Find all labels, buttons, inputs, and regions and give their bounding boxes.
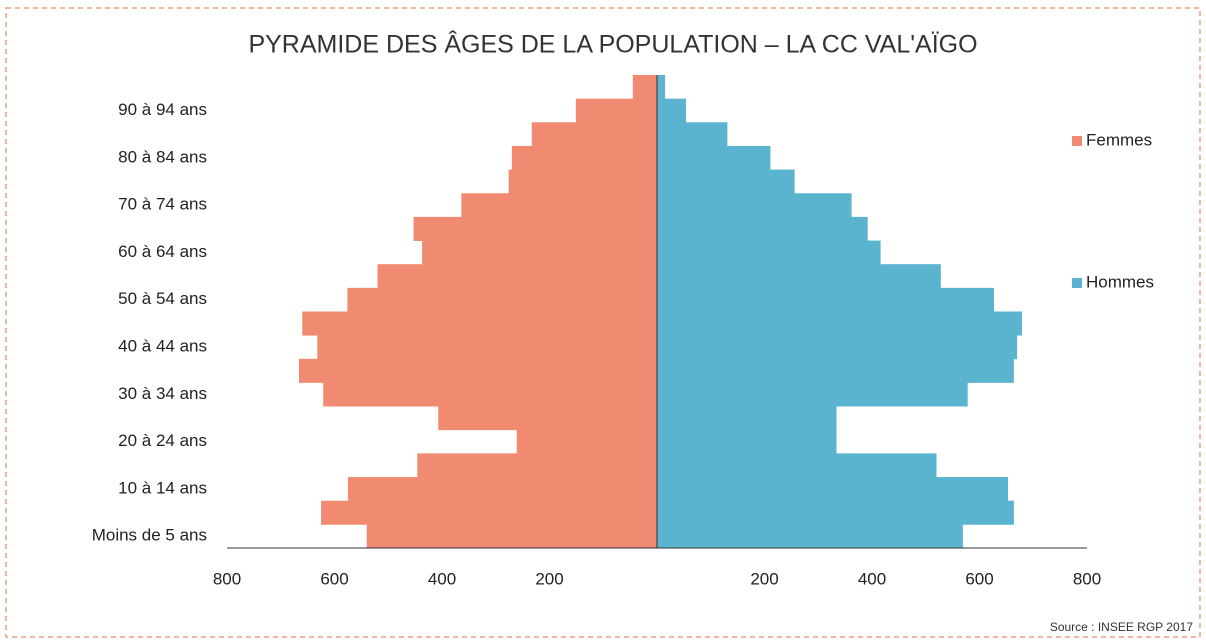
- bar: [632, 75, 657, 100]
- x-tick-label: 600: [320, 569, 348, 588]
- y-tick-label: 10 à 14 ans: [118, 478, 207, 497]
- bar: [657, 382, 968, 407]
- source: Source : INSEE RGP 2017: [1050, 620, 1194, 634]
- y-tick-label: 90 à 94 ans: [118, 100, 207, 119]
- y-tick-label: Moins de 5 ans: [92, 526, 207, 545]
- bar: [657, 169, 795, 194]
- bar: [347, 477, 657, 502]
- bar: [657, 216, 868, 241]
- chart-title: PYRAMIDE DES ÂGES DE LA POPULATION – LA …: [248, 30, 977, 59]
- bar: [657, 287, 995, 312]
- y-tick-label: 60 à 64 ans: [118, 242, 207, 261]
- x-tick-label: 400: [858, 569, 886, 588]
- bar: [657, 240, 881, 265]
- bar: [657, 264, 941, 289]
- bar: [347, 287, 657, 312]
- bar: [516, 429, 657, 454]
- bar: [657, 122, 728, 147]
- bar: [657, 500, 1014, 525]
- bar: [657, 453, 937, 478]
- bar: [657, 145, 771, 170]
- bar: [657, 335, 1018, 360]
- bar: [438, 406, 657, 431]
- x-tick-label: 800: [1073, 569, 1101, 588]
- y-tick-label: 50 à 54 ans: [118, 289, 207, 308]
- bar: [657, 358, 1014, 383]
- bar: [317, 335, 657, 360]
- bar: [657, 311, 1022, 336]
- bar: [531, 122, 657, 147]
- bar: [321, 500, 657, 525]
- bar: [422, 240, 657, 265]
- bar: [413, 216, 657, 241]
- x-tick-label: 800: [213, 569, 241, 588]
- bar: [657, 75, 666, 100]
- y-tick-label: 80 à 84 ans: [118, 147, 207, 166]
- bar: [657, 98, 687, 123]
- y-tick-label: 30 à 34 ans: [118, 384, 207, 403]
- legend-swatch: [1072, 278, 1082, 288]
- bar: [508, 169, 657, 194]
- frame: [5, 7, 1201, 638]
- legend-label: Hommes: [1086, 272, 1154, 291]
- bar: [657, 477, 1008, 502]
- bar: [461, 193, 657, 218]
- bar: [657, 429, 837, 454]
- bar: [657, 193, 852, 218]
- x-tick-label: 600: [965, 569, 993, 588]
- x-tick-label: 200: [535, 569, 563, 588]
- bar: [323, 382, 657, 407]
- bar: [417, 453, 657, 478]
- bar: [657, 406, 837, 431]
- legend-label: Femmes: [1086, 130, 1152, 149]
- y-tick-label: 40 à 44 ans: [118, 336, 207, 355]
- bar: [657, 524, 963, 549]
- bar: [299, 358, 657, 383]
- y-tick-label: 70 à 74 ans: [118, 195, 207, 214]
- bar: [511, 145, 657, 170]
- x-tick-label: 400: [428, 569, 456, 588]
- y-tick-label: 20 à 24 ans: [118, 431, 207, 450]
- bar: [377, 264, 657, 289]
- x-tick-label: 200: [750, 569, 778, 588]
- bar: [575, 98, 657, 123]
- bar: [302, 311, 657, 336]
- bar: [366, 524, 657, 549]
- legend-swatch: [1072, 136, 1082, 146]
